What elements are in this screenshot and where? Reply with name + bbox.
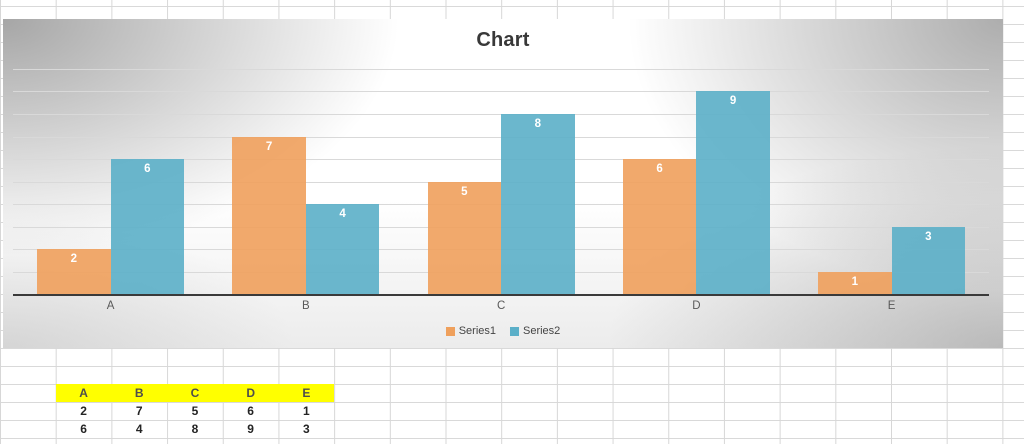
header-cell-D[interactable]: D bbox=[246, 386, 255, 400]
bar-series2-B[interactable]: 4 bbox=[305, 204, 380, 295]
plot-area: 2 7 5 6 1 6 4 8 9 3 A B C D E bbox=[3, 19, 1003, 348]
header-cell-A[interactable]: A bbox=[79, 386, 88, 400]
bar-value-label: 1 bbox=[851, 275, 859, 288]
chart-area[interactable]: Chart 2 7 5 6 1 6 4 8 9 3 A B C D E Series1 Series2 bbox=[3, 19, 1003, 348]
bar-value-label: 4 bbox=[339, 208, 346, 221]
bar-value-label: 9 bbox=[729, 95, 737, 108]
data-cell[interactable]: 6 bbox=[247, 404, 254, 418]
category-label-D: D bbox=[692, 300, 701, 312]
data-cell[interactable]: 4 bbox=[135, 422, 143, 436]
data-cell[interactable]: 8 bbox=[191, 422, 199, 436]
data-cell[interactable]: 1 bbox=[303, 404, 310, 418]
table-row: 2 7 5 6 1 bbox=[56, 402, 335, 420]
bar-series1-B[interactable]: 7 bbox=[232, 136, 306, 295]
bar-series2-D[interactable]: 9 bbox=[696, 91, 770, 295]
bar-series1-A[interactable]: 2 bbox=[37, 249, 111, 295]
category-label-B: B bbox=[302, 300, 310, 312]
major-gridline bbox=[13, 91, 989, 93]
major-gridline bbox=[13, 114, 989, 116]
bar-value-label: 8 bbox=[534, 118, 542, 131]
category-label-C: C bbox=[496, 300, 506, 312]
chart-legend[interactable]: Series1 Series2 bbox=[3, 325, 1003, 337]
bar-series1-E[interactable]: 1 bbox=[818, 271, 892, 295]
table-row: 6 4 8 9 3 bbox=[56, 420, 335, 438]
major-gridline bbox=[13, 136, 989, 138]
major-gridline bbox=[13, 68, 989, 70]
category-label-A: A bbox=[106, 300, 115, 312]
legend-swatch-icon bbox=[445, 326, 455, 336]
table-header-row: A B C D E bbox=[55, 384, 335, 402]
bar-series2-C[interactable]: 8 bbox=[501, 114, 575, 295]
legend-item-series2[interactable]: Series2 bbox=[510, 325, 560, 337]
legend-label: Series1 bbox=[458, 325, 496, 337]
header-cell-C[interactable]: C bbox=[190, 386, 200, 400]
bar-value-label: 7 bbox=[265, 140, 273, 153]
header-cell-E[interactable]: E bbox=[302, 386, 311, 400]
bar-value-label: 2 bbox=[70, 253, 78, 266]
bar-value-label: 3 bbox=[925, 230, 932, 243]
bar-value-label: 5 bbox=[461, 185, 468, 198]
legend-item-series1[interactable]: Series1 bbox=[445, 325, 496, 337]
bar-value-label: 6 bbox=[144, 163, 151, 176]
bar-series2-E[interactable]: 3 bbox=[891, 226, 966, 295]
data-cell[interactable]: 2 bbox=[80, 404, 87, 418]
bar-series1-D[interactable]: 6 bbox=[622, 159, 697, 295]
legend-swatch-icon bbox=[510, 326, 519, 336]
data-cell[interactable]: 6 bbox=[80, 422, 87, 436]
data-cell[interactable]: 3 bbox=[303, 422, 310, 436]
bar-series2-A[interactable]: 6 bbox=[110, 159, 185, 295]
data-cell[interactable]: 9 bbox=[247, 422, 254, 436]
category-label-E: E bbox=[887, 300, 896, 312]
header-cell-B[interactable]: B bbox=[134, 386, 144, 400]
x-axis-line bbox=[13, 293, 989, 296]
data-cell[interactable]: 7 bbox=[135, 404, 143, 418]
data-cell[interactable]: 5 bbox=[191, 404, 199, 418]
bar-value-label: 6 bbox=[656, 163, 663, 176]
legend-label: Series2 bbox=[523, 325, 561, 337]
major-gridline bbox=[13, 159, 989, 161]
bar-series1-C[interactable]: 5 bbox=[427, 181, 502, 295]
chart-title[interactable]: Chart bbox=[476, 29, 530, 51]
